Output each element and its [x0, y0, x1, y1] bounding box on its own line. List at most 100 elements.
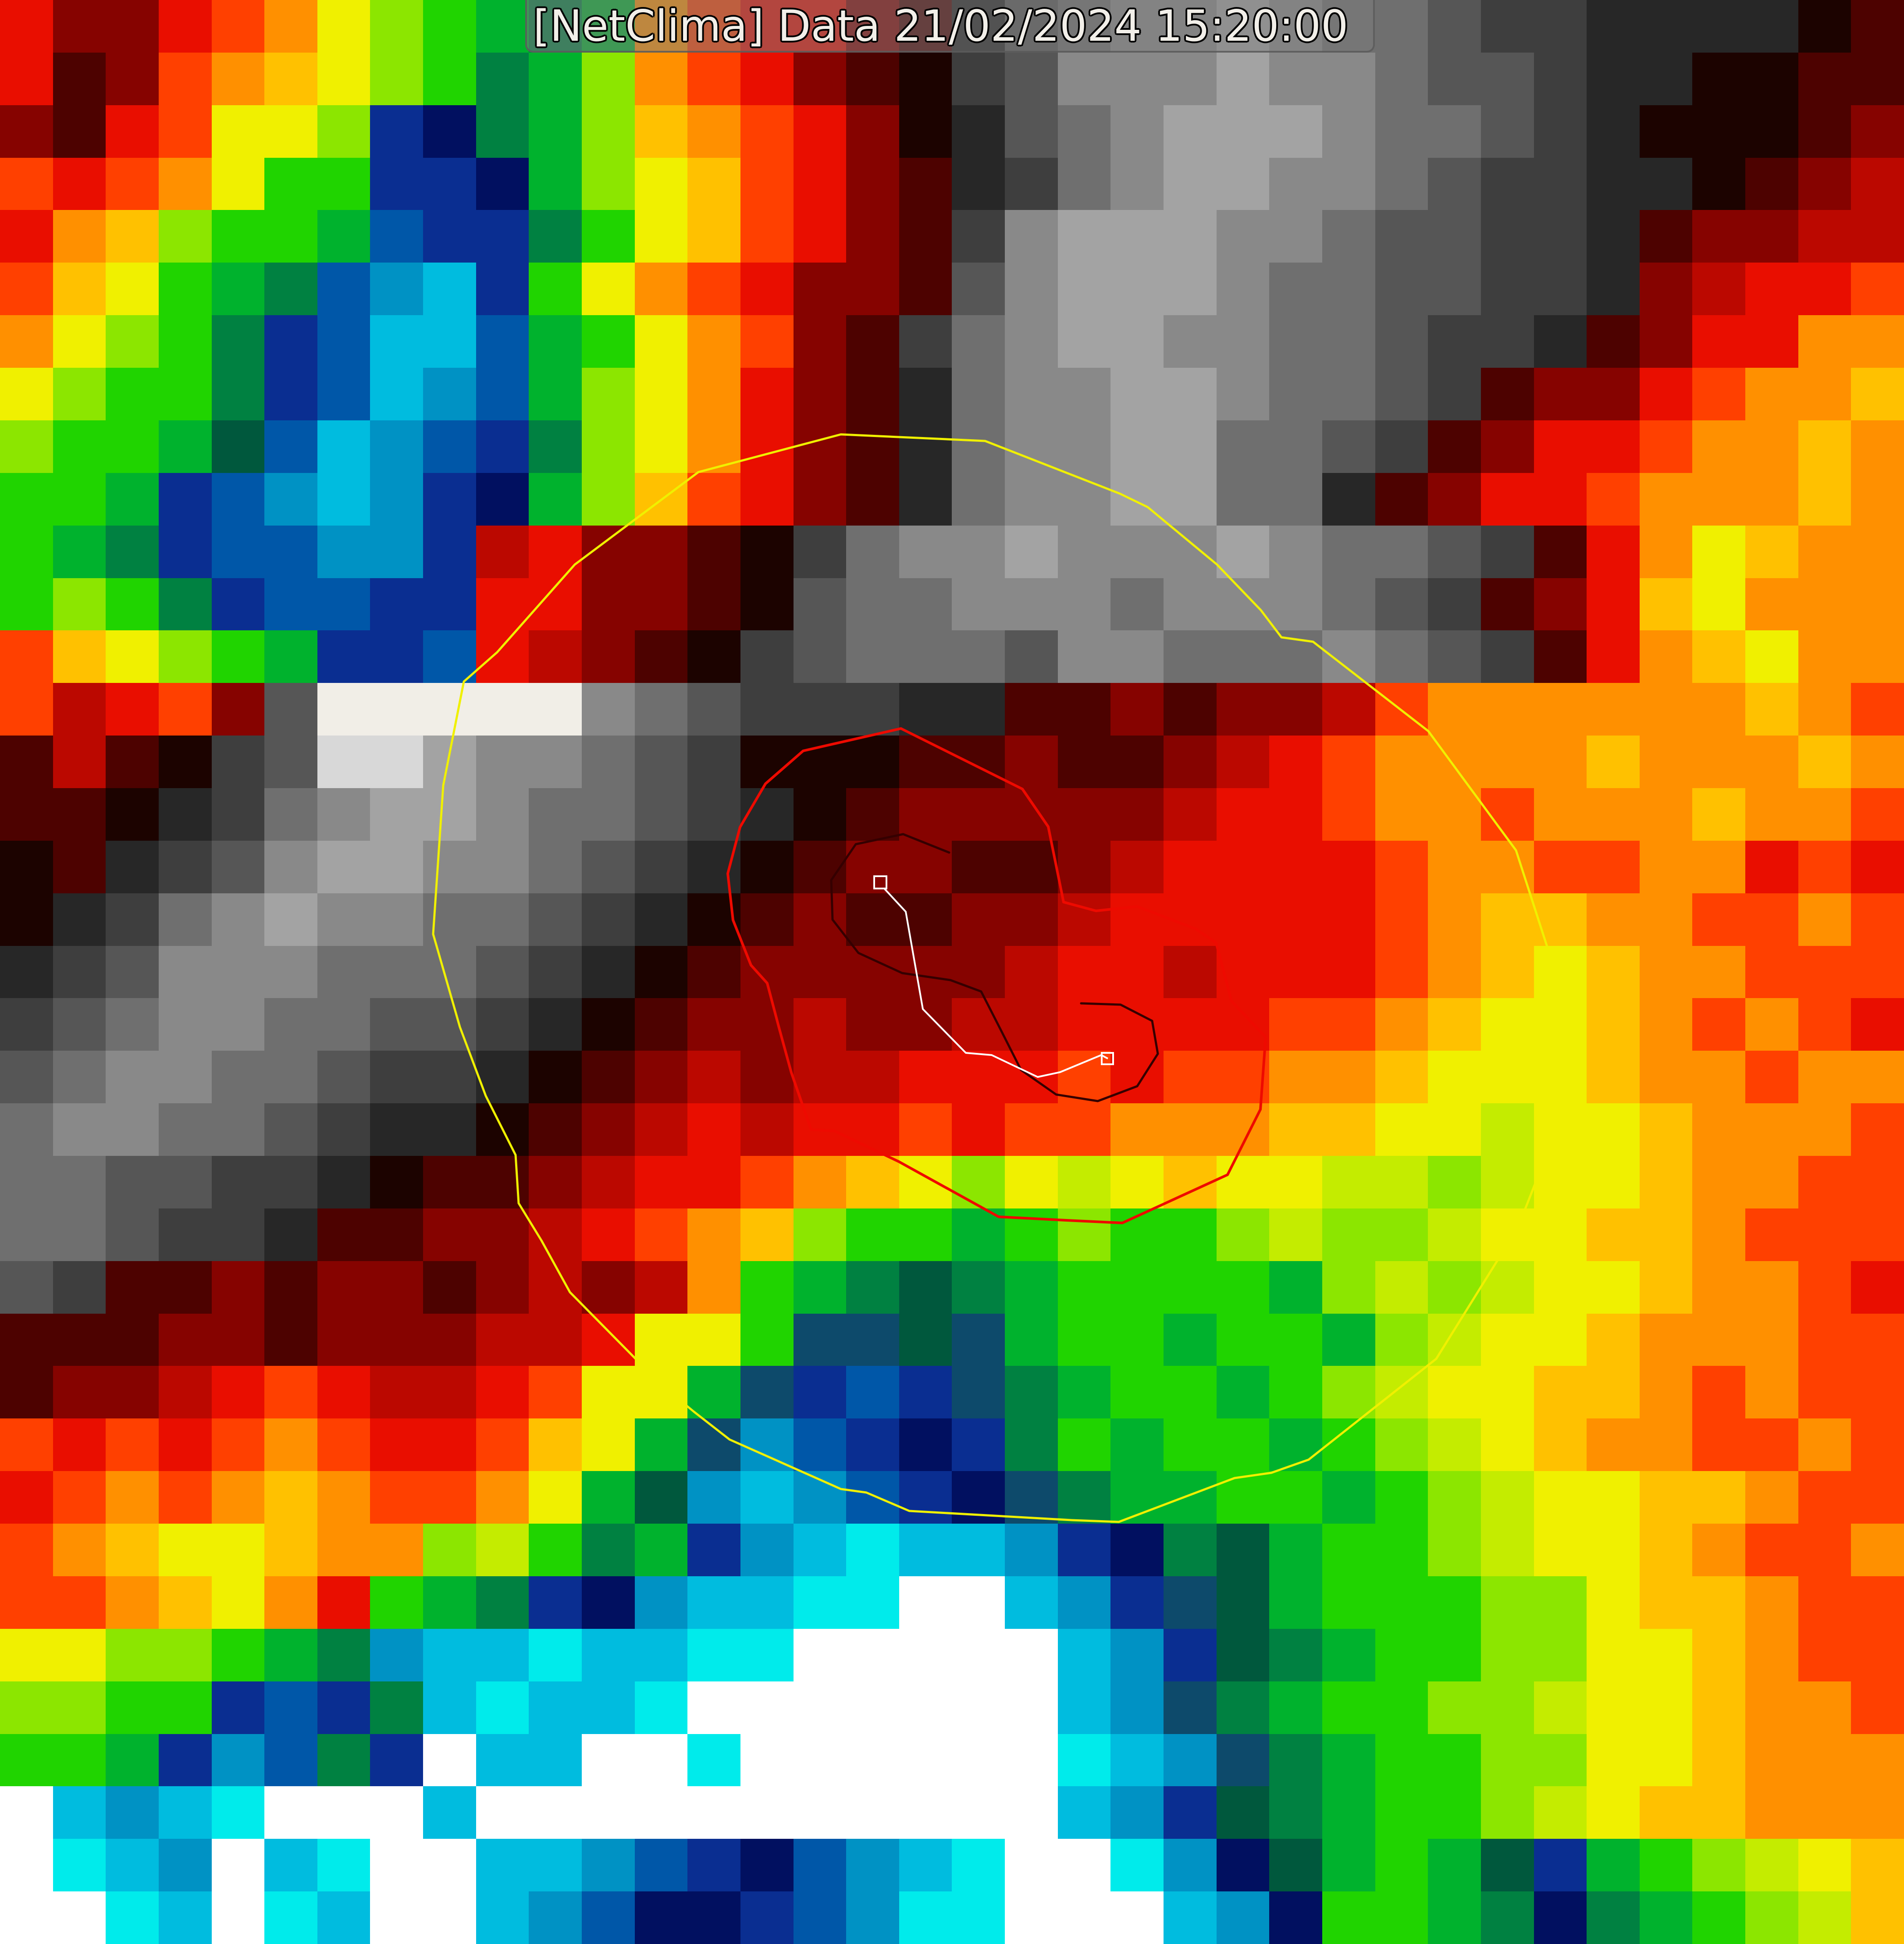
map-cell [1587, 945, 1640, 999]
map-cell [1798, 525, 1851, 578]
map-cell [582, 1208, 635, 1261]
map-cell [1480, 1839, 1534, 1892]
map-cell [1534, 1628, 1587, 1681]
map-cell [1798, 998, 1851, 1051]
map-cell [1745, 368, 1798, 420]
map-cell [53, 1366, 106, 1419]
map-cell [1798, 945, 1851, 999]
map-cell [529, 1471, 582, 1524]
map-cell [317, 1156, 370, 1208]
map-cell [952, 1366, 1005, 1419]
map-cell [1692, 1524, 1746, 1576]
map-cell [53, 736, 106, 788]
map-cell [264, 1524, 317, 1576]
map-cell [1639, 630, 1693, 683]
map-cell [264, 1313, 317, 1366]
map-cell [1428, 945, 1481, 999]
map-cell [1745, 525, 1798, 578]
map-cell [1269, 1524, 1322, 1576]
map-cell [1639, 945, 1693, 999]
map-cell [687, 1313, 740, 1366]
map-cell [1057, 1208, 1111, 1261]
map-cell [846, 1786, 899, 1839]
map-cell [899, 315, 952, 368]
storm-track-line [883, 887, 1108, 1078]
map-cell [423, 263, 476, 316]
map-cell [582, 1103, 635, 1156]
map-cell [1851, 683, 1904, 736]
map-cell [1110, 1103, 1164, 1156]
map-cell [1745, 1366, 1798, 1419]
map-cell [53, 368, 106, 420]
map-cell [53, 0, 106, 53]
map-cell [476, 630, 529, 683]
map-cell [846, 788, 899, 841]
map-cell [106, 105, 159, 158]
map-cell [1005, 1261, 1058, 1314]
map-cell [1164, 210, 1217, 263]
map-cell [740, 1628, 794, 1681]
map-cell [1851, 840, 1904, 893]
map-cell [158, 52, 212, 105]
map-cell [1480, 1524, 1534, 1576]
map-cell [317, 157, 370, 210]
map-cell [264, 1681, 317, 1734]
map-cell [1269, 1576, 1322, 1629]
map-cell [0, 52, 53, 105]
map-cell [476, 105, 529, 158]
map-cell [1745, 315, 1798, 368]
map-cell [370, 1418, 424, 1471]
map-cell [1322, 1208, 1375, 1261]
map-cell [211, 263, 265, 316]
map-cell [158, 1261, 212, 1314]
map-cell [211, 420, 265, 473]
map-cell [1692, 52, 1746, 105]
map-cell [1851, 1313, 1904, 1366]
map-cell [370, 1891, 424, 1944]
map-cell [1587, 1208, 1640, 1261]
map-cell [1692, 263, 1746, 316]
map-cell [1375, 1471, 1428, 1524]
map-cell [1269, 420, 1322, 473]
map-cell [1798, 1628, 1851, 1681]
map-cell [1851, 1839, 1904, 1892]
map-cell [582, 1261, 635, 1314]
map-cell [1587, 1366, 1640, 1419]
map-cell [211, 578, 265, 631]
map-cell [952, 998, 1005, 1051]
map-cell [423, 630, 476, 683]
map-cell [1005, 1366, 1058, 1419]
map-cell [952, 1891, 1005, 1944]
map-cell [1480, 1734, 1534, 1787]
map-cell [1639, 1051, 1693, 1104]
map-cell [476, 945, 529, 999]
map-cell [53, 1524, 106, 1576]
map-cell [1164, 736, 1217, 788]
map-cell [264, 1051, 317, 1104]
map-cell [952, 1839, 1005, 1892]
map-cell [158, 1418, 212, 1471]
map-cell [317, 945, 370, 999]
map-cell [1057, 1366, 1111, 1419]
map-cell [211, 1576, 265, 1629]
map-cell [370, 52, 424, 105]
map-cell [846, 1576, 899, 1629]
map-cell [1587, 0, 1640, 53]
map-cell [1798, 893, 1851, 946]
map-cell [1322, 1734, 1375, 1787]
map-cell [423, 1681, 476, 1734]
map-cell [1692, 420, 1746, 473]
map-cell [1639, 473, 1693, 526]
map-cell [1110, 683, 1164, 736]
map-cell [1587, 1734, 1640, 1787]
map-cell [1534, 1681, 1587, 1734]
map-cell [1587, 1524, 1640, 1576]
map-cell [1639, 1891, 1693, 1944]
map-cell [582, 998, 635, 1051]
map-cell [582, 1576, 635, 1629]
map-cell [476, 1366, 529, 1419]
map-cell [740, 683, 794, 736]
map-cell [423, 1628, 476, 1681]
map-cell [846, 1681, 899, 1734]
